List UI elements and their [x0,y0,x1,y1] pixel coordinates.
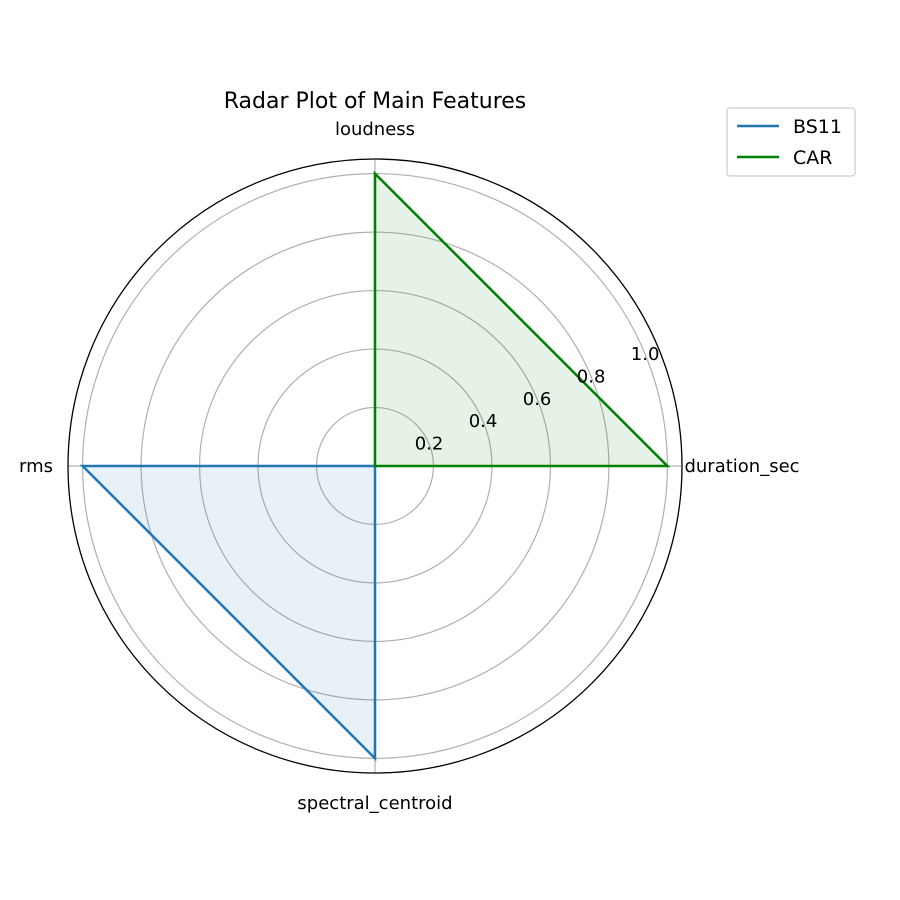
legend: BS11 CAR [726,107,856,177]
chart-title: Radar Plot of Main Features [224,89,527,114]
axis-label-loudness: loudness [335,119,415,140]
axis-label-rms: rms [19,456,53,477]
radial-tick-label-3: 0.8 [577,366,606,387]
axis-label-spectral_centroid: spectral_centroid [297,793,452,814]
radial-tick-labels: 0.2 0.4 0.6 0.8 1.0 [415,344,660,455]
radial-tick-label-4: 1.0 [631,344,660,365]
series-line-bs11 [79,464,377,762]
axis-label-duration_sec: duration_sec [684,456,799,477]
legend-label-car: CAR [793,147,832,169]
axis-labels: duration_sec loudness rms spectral_centroid [19,119,800,814]
radial-tick-label-2: 0.6 [523,389,552,410]
radial-tick-label-1: 0.4 [469,411,498,432]
legend-label-bs11: BS11 [793,116,842,138]
radial-tick-label-0: 0.2 [415,434,444,455]
polar-frame [67,158,683,774]
series-layer [79,170,671,762]
series-line-car [373,170,671,468]
